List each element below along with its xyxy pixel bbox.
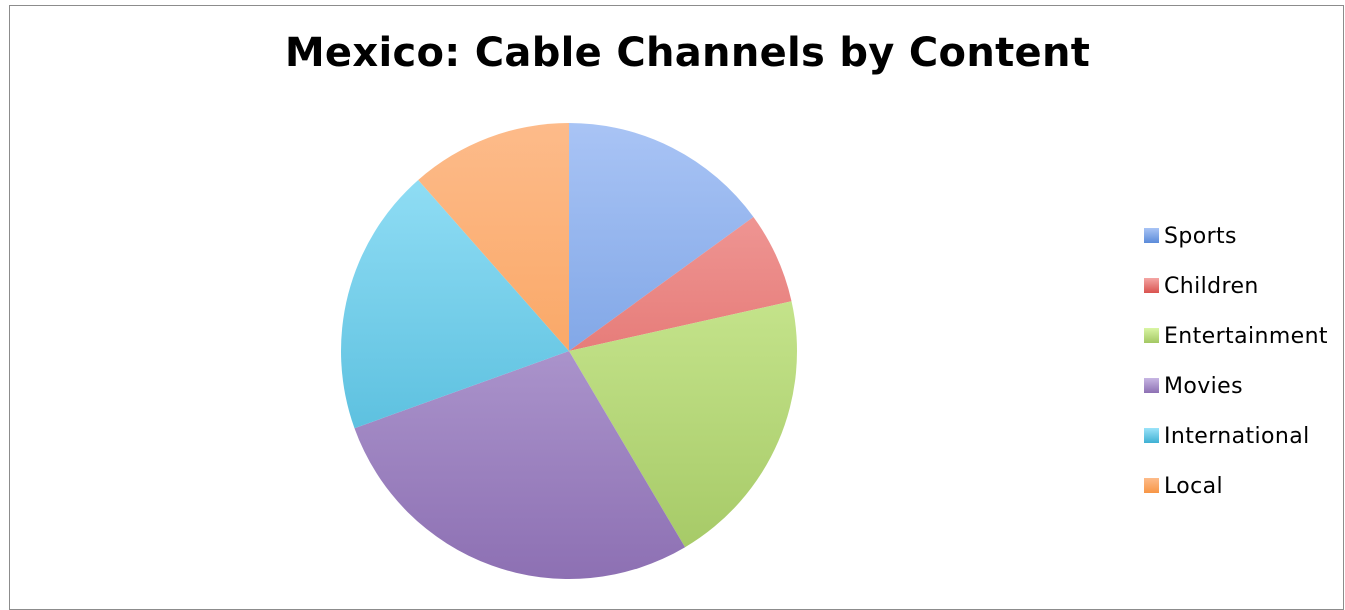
legend-item-local[interactable]: Local <box>1144 461 1344 511</box>
legend-label: International <box>1164 423 1310 449</box>
legend-swatch-sports <box>1144 227 1159 243</box>
pie-slice-entertainment[interactable] <box>569 301 798 548</box>
legend-label: Sports <box>1164 223 1237 249</box>
chart-title: Mexico: Cable Channels by Content <box>284 30 1091 76</box>
legend-item-sports[interactable]: Sports <box>1144 211 1344 261</box>
legend-label: Children <box>1164 273 1259 299</box>
pie-slice-international[interactable] <box>340 179 569 429</box>
pie-slice-children[interactable] <box>569 216 792 351</box>
legend-label: Entertainment <box>1164 323 1328 349</box>
legend-swatch-local <box>1144 477 1159 493</box>
chart-legend: Sports Children Entertainment Movies Interna… <box>1144 211 1344 511</box>
legend-swatch-entertainment <box>1144 327 1159 343</box>
legend-item-international[interactable]: International <box>1144 411 1344 461</box>
legend-item-movies[interactable]: Movies <box>1144 361 1344 411</box>
pie-slice-local[interactable] <box>418 123 569 351</box>
pie-slice-sports[interactable] <box>569 123 754 351</box>
pie-slice-movies[interactable] <box>354 351 686 579</box>
legend-swatch-children <box>1144 277 1159 293</box>
legend-item-entertainment[interactable]: Entertainment <box>1144 311 1344 361</box>
legend-label: Local <box>1164 473 1224 499</box>
legend-swatch-international <box>1144 427 1159 443</box>
legend-item-children[interactable]: Children <box>1144 261 1344 311</box>
legend-swatch-movies <box>1144 377 1159 393</box>
legend-label: Movies <box>1164 373 1243 399</box>
pie-slices <box>340 123 798 579</box>
